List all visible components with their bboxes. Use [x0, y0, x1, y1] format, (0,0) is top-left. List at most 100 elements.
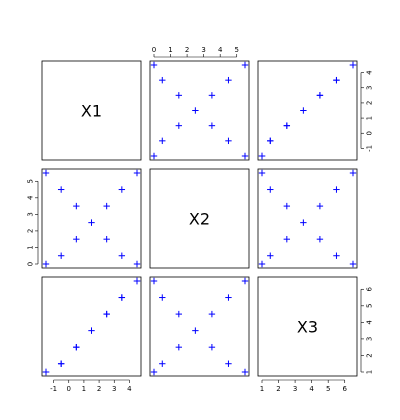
tick-label-right-X3-3: 3 [366, 337, 374, 341]
point-X1-X3-12 [258, 152, 266, 160]
point-X3-X2-3 [192, 327, 199, 334]
tick-label-top-X2-1: 1 [168, 46, 172, 54]
tick-label-right-X1-4: 4 [366, 70, 374, 75]
point-X1-X2-6 [241, 61, 249, 69]
tick-label-right-X1-0: 0 [366, 131, 374, 135]
point-X2-X3-1 [267, 252, 274, 259]
point-X1-X2-9 [175, 92, 183, 99]
point-X3-X1-3 [88, 327, 95, 334]
point-X3-X2-7 [150, 277, 158, 285]
point-X1-X3-10 [283, 122, 291, 129]
point-X2-X1-5 [118, 186, 126, 193]
point-X3-X2-6 [241, 277, 249, 285]
point-X3-X2-8 [159, 294, 166, 301]
point-X1-X2-7 [150, 61, 158, 69]
point-X2-X3-11 [267, 186, 274, 193]
point-X2-X1-3 [88, 219, 95, 226]
panel-X3-X3 [257, 276, 358, 377]
point-X2-X1-9 [103, 235, 110, 243]
tick-label-top-X2-5: 5 [234, 46, 238, 54]
tick-label-right-X3-2: 2 [366, 353, 374, 357]
point-X2-X3-2 [283, 235, 291, 243]
tick-label-right-X3-5: 5 [366, 304, 374, 308]
panel-X1-X2 [149, 60, 250, 161]
point-X3-X2-1 [159, 360, 166, 367]
point-X1-X3-7 [349, 61, 357, 69]
tick-label-top-X2-3: 3 [201, 46, 205, 54]
tick-label-bottom-X1-0: 0 [67, 385, 71, 393]
point-X3-X2-4 [208, 310, 216, 318]
point-X2-X1-6 [133, 169, 141, 177]
tick-label-bottom-X3-5: 5 [326, 385, 330, 393]
tick-label-right-X1-3: 3 [366, 86, 374, 90]
point-X1-X3-8 [333, 76, 340, 84]
tick-label-bottom-X3-4: 4 [309, 385, 314, 393]
point-X2-X1-0 [42, 260, 50, 268]
point-X3-X1-8 [118, 294, 126, 301]
point-X1-X2-4 [208, 92, 216, 99]
point-X3-X1-11 [57, 360, 65, 367]
tick-label-top-X2-0: 0 [152, 46, 156, 54]
tick-label-left-X2-4: 4 [27, 195, 35, 200]
point-X2-X3-5 [333, 186, 340, 193]
tick-label-right-X3-1: 1 [366, 370, 374, 374]
tick-label-bottom-X1-1: 1 [82, 385, 86, 393]
tick-label-bottom-X3-1: 1 [260, 385, 264, 393]
tick-label-left-X2-5: 5 [27, 179, 35, 183]
tick-label-bottom-X3-3: 3 [293, 385, 297, 393]
tick-label-bottom-X1--1: -1 [50, 385, 57, 393]
point-X3-X1-9 [103, 310, 110, 318]
tick-label-bottom-X1-4: 4 [127, 385, 132, 393]
panel-X2-X3 [257, 168, 358, 269]
point-X2-X1-7 [133, 260, 141, 268]
point-X2-X1-4 [103, 202, 110, 210]
tick-label-left-X2-3: 3 [27, 212, 35, 216]
point-X1-X3-3 [300, 107, 307, 114]
point-X3-X1-10 [73, 343, 80, 351]
tick-label-right-X3-6: 6 [366, 287, 374, 292]
point-X3-X2-5 [225, 294, 232, 301]
point-X1-X2-1 [159, 137, 166, 145]
point-X3-X2-12 [241, 368, 249, 376]
panel-X2-X1 [41, 168, 142, 269]
tick-label-right-X1--1: -1 [366, 145, 374, 152]
diagonal-label-X1: X1 [81, 102, 102, 121]
point-X2-X3-4 [316, 202, 324, 210]
point-X2-X1-1 [57, 252, 65, 259]
tick-label-top-X2-2: 2 [185, 46, 189, 54]
panel-X1-X1 [41, 60, 142, 161]
point-X1-X3-9 [316, 92, 324, 99]
point-X1-X2-5 [225, 76, 232, 84]
point-X3-X2-9 [175, 310, 183, 318]
point-X1-X2-2 [175, 122, 183, 129]
tick-label-left-X2-2: 2 [27, 229, 35, 233]
panel-X3-X2 [149, 276, 250, 377]
point-X2-X3-3 [300, 219, 307, 226]
point-X3-X2-10 [208, 343, 216, 351]
tick-label-top-X2-4: 4 [218, 46, 223, 54]
point-X2-X1-8 [118, 252, 126, 259]
point-X2-X1-12 [42, 169, 50, 177]
point-X2-X3-7 [349, 260, 357, 268]
point-X2-X3-12 [258, 169, 266, 177]
point-X1-X2-10 [208, 122, 216, 129]
diagonal-label-X3: X3 [297, 318, 318, 337]
point-X2-X3-6 [349, 169, 357, 177]
point-X3-X2-11 [225, 360, 232, 367]
point-X1-X3-11 [267, 137, 274, 145]
point-X2-X3-10 [283, 202, 291, 210]
point-X1-X2-3 [192, 107, 199, 114]
panel-X2-X2 [149, 168, 250, 269]
point-X1-X2-8 [159, 76, 166, 84]
tick-label-bottom-X1-3: 3 [112, 385, 116, 393]
point-X1-X2-0 [150, 152, 158, 160]
tick-label-bottom-X3-2: 2 [276, 385, 280, 393]
point-X2-X3-9 [316, 235, 324, 243]
point-X2-X1-2 [73, 235, 80, 243]
point-X2-X3-0 [258, 260, 266, 268]
tick-label-left-X2-1: 1 [27, 245, 35, 249]
tick-label-bottom-X1-2: 2 [97, 385, 101, 393]
diagonal-label-X2: X2 [189, 210, 210, 229]
